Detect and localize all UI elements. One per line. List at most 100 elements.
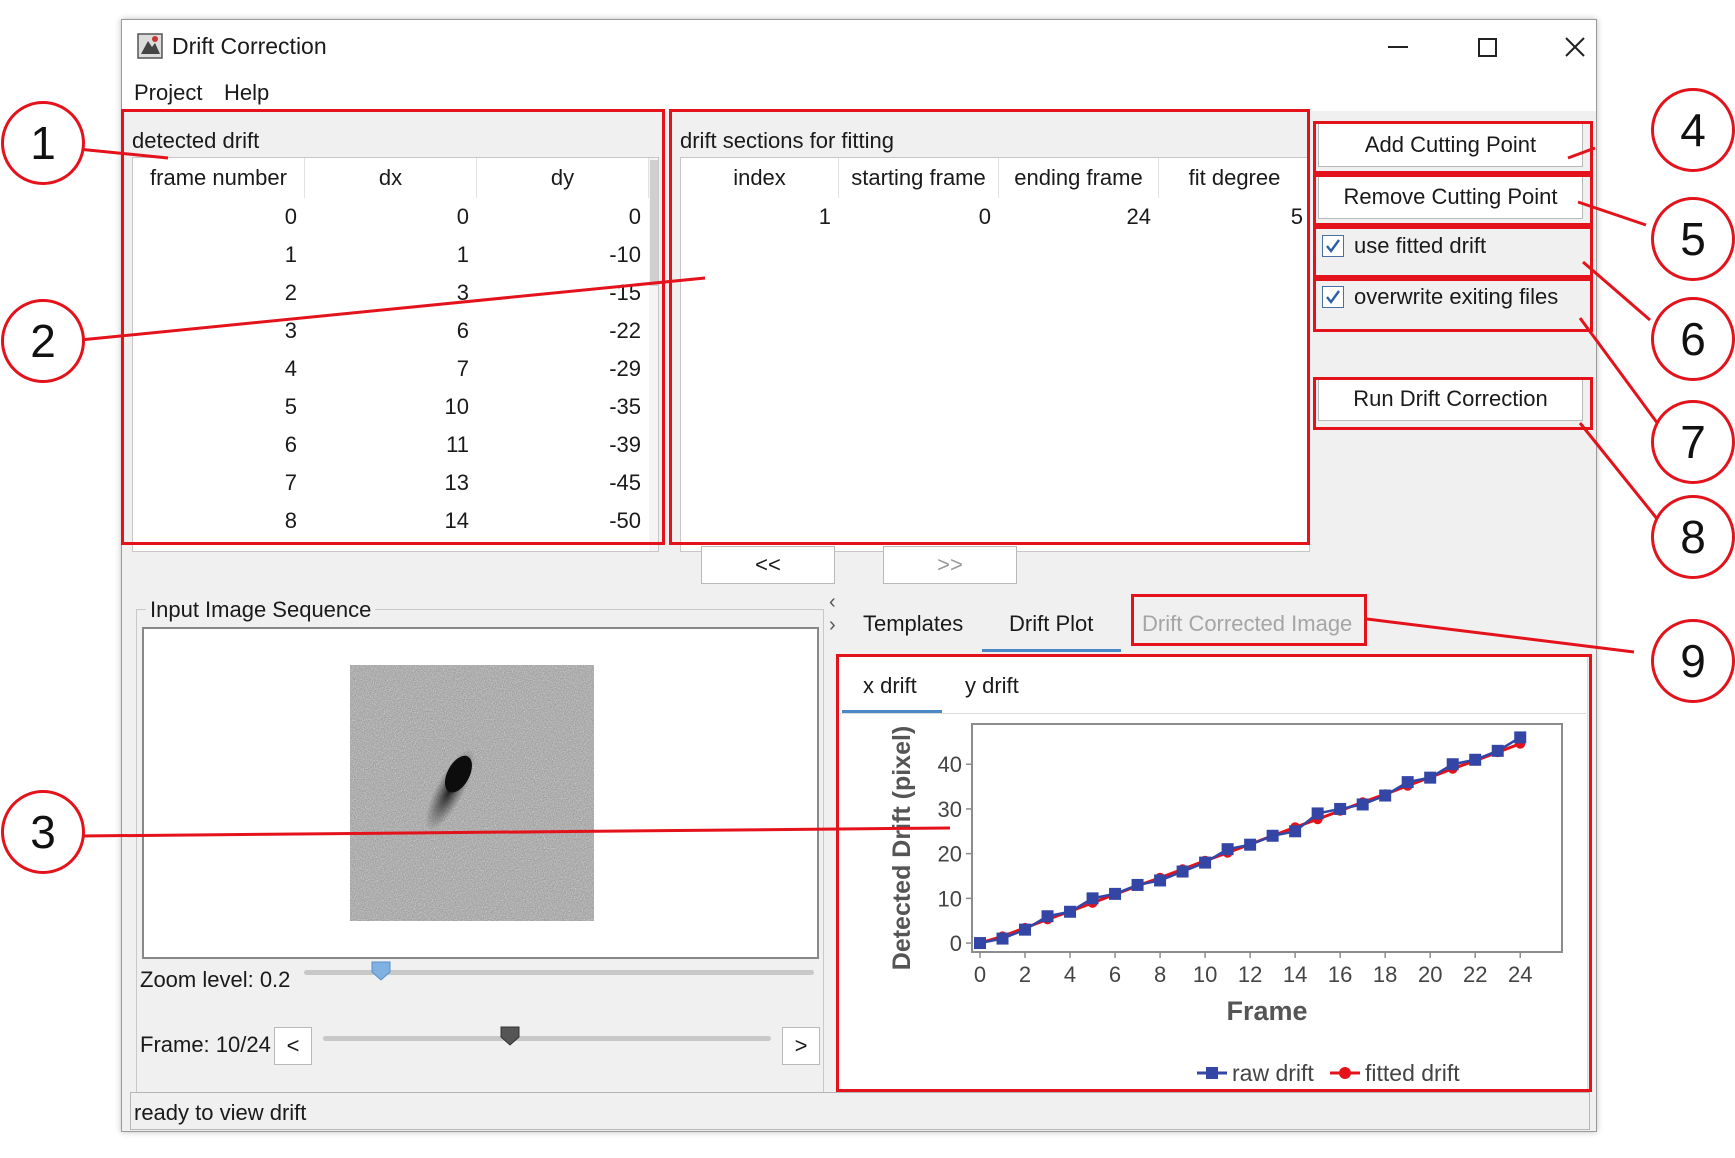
subtab-divider (840, 713, 1586, 714)
image-viewer[interactable] (142, 627, 819, 959)
annotation-box-2 (669, 109, 1310, 545)
use-fitted-drift-label: use fitted drift (1354, 233, 1487, 258)
maximize-icon (1477, 37, 1497, 57)
callout-3: 3 (1, 790, 85, 874)
x-axis-label: Frame (1226, 996, 1307, 1026)
x-tick-label: 22 (1463, 962, 1487, 987)
table-cell-2: -39 (609, 432, 641, 457)
column-header-dx[interactable]: dx (305, 158, 477, 198)
x-tick-label: 2 (1019, 962, 1031, 987)
table-cell-1: 14 (444, 508, 469, 533)
y-tick-label: 30 (938, 797, 962, 822)
frame-next-button[interactable]: > (782, 1027, 820, 1065)
tab-drift-plot[interactable]: Drift Plot (1009, 611, 1094, 636)
overwrite-files-checkbox[interactable]: overwrite exiting files (1322, 284, 1558, 310)
table-row[interactable]: 1 1 -10 (133, 236, 658, 274)
next-section-button[interactable]: >> (883, 546, 1017, 584)
table-row[interactable]: 3 6 -22 (133, 312, 658, 350)
drift-sections-table[interactable]: index starting frame ending frame fit de… (680, 157, 1310, 552)
callout-7: 7 (1651, 400, 1735, 484)
column-header-fit-degree[interactable]: fit degree (1159, 158, 1309, 198)
table-row[interactable]: 0 0 0 (133, 198, 658, 236)
subtab-y-drift[interactable]: y drift (965, 673, 1019, 698)
table-cell-2: 0 (628, 204, 641, 229)
run-drift-correction-button[interactable]: Run Drift Correction (1318, 377, 1583, 421)
raw-drift-point (1086, 892, 1099, 905)
zoom-level-label: Zoom level: 0.2 (140, 967, 291, 992)
close-button[interactable] (1555, 30, 1595, 64)
table-row[interactable]: 1 0 24 5 (681, 198, 1309, 236)
x-tick-label: 24 (1508, 962, 1532, 987)
menu-help[interactable]: Help (224, 80, 270, 105)
table-cell-0: 7 (284, 470, 297, 495)
subtab-x-drift[interactable]: x drift (863, 673, 917, 698)
callout-9: 9 (1651, 619, 1735, 703)
table-cell-3: 5 (1290, 204, 1303, 229)
column-header-dy[interactable]: dy (477, 158, 649, 198)
frame-label: Frame: 10/24 (140, 1032, 271, 1057)
minimize-button[interactable] (1378, 30, 1418, 64)
table-row[interactable]: 4 7 -29 (133, 350, 658, 388)
raw-drift-point (1289, 825, 1302, 838)
collapse-left-icon[interactable]: ‹ (829, 591, 836, 613)
raw-drift-point (1379, 789, 1392, 802)
column-header-starting-frame[interactable]: starting frame (839, 158, 999, 198)
callout-5: 5 (1651, 197, 1735, 281)
tab-templates[interactable]: Templates (863, 611, 964, 636)
raw-drift-point (1401, 776, 1414, 789)
column-header-ending-frame[interactable]: ending frame (999, 158, 1159, 198)
detected-drift-table[interactable]: frame number dx dy 0 0 0 1 1 -10 2 3 -15 3 6 -22 4 7-… (132, 157, 659, 552)
raw-drift-point (1424, 771, 1437, 784)
leader-line-4 (1567, 146, 1596, 160)
expand-right-icon[interactable]: › (829, 614, 836, 636)
legend-fitted-marker (1339, 1067, 1351, 1079)
x-tick-label: 12 (1238, 962, 1262, 987)
use-fitted-drift-checkbox[interactable]: use fitted drift (1322, 233, 1486, 259)
zoom-slider-handle[interactable] (371, 961, 391, 981)
x-tick-label: 16 (1328, 962, 1352, 987)
y-tick-label: 40 (938, 752, 962, 777)
raw-drift-point (1514, 731, 1527, 744)
raw-drift-point (1244, 838, 1257, 851)
zoom-slider-track[interactable] (304, 970, 814, 975)
menu-project[interactable]: Project (134, 80, 203, 105)
frame-slider-handle[interactable] (500, 1026, 520, 1046)
callout-4: 4 (1651, 88, 1735, 172)
table-cell-1: 6 (456, 318, 469, 343)
previous-section-button[interactable]: << (701, 546, 835, 584)
checkbox-box[interactable] (1322, 286, 1344, 308)
raw-drift-point (996, 932, 1009, 945)
table-row[interactable]: 8 14 -50 (133, 502, 658, 540)
frame-slider-track[interactable] (323, 1036, 771, 1041)
legend-raw-label: raw drift (1232, 1060, 1314, 1086)
remove-cutting-point-button[interactable]: Remove Cutting Point (1318, 175, 1583, 219)
column-header-index[interactable]: index (681, 158, 839, 198)
leader-line-3 (79, 826, 951, 838)
y-tick-label: 20 (938, 842, 962, 867)
table-cell-0: 1 (818, 204, 831, 229)
tab-drift-corrected-image[interactable]: Drift Corrected Image (1142, 611, 1353, 636)
raw-drift-point (1356, 798, 1369, 811)
raw-drift-point (1266, 829, 1279, 842)
table-cell-0: 6 (284, 432, 297, 457)
checkbox-box[interactable] (1322, 235, 1344, 257)
frame-prev-button[interactable]: < (274, 1027, 312, 1065)
column-header-frame-number[interactable]: frame number (133, 158, 305, 198)
raw-drift-point (974, 937, 986, 950)
x-tick-label: 18 (1373, 962, 1397, 987)
table-cell-1: 0 (456, 204, 469, 229)
scrollbar-thumb[interactable] (650, 160, 658, 286)
table-cell-2: -29 (609, 356, 641, 381)
y-tick-label: 10 (938, 886, 962, 911)
table-row[interactable]: 5 10 -35 (133, 388, 658, 426)
leader-line-6 (1582, 260, 1651, 322)
leader-line-9 (1366, 617, 1635, 654)
table-row[interactable]: 7 13 -45 (133, 464, 658, 502)
maximize-button[interactable] (1467, 30, 1507, 64)
raw-drift-point (1019, 923, 1032, 936)
table-row[interactable]: 6 11 -39 (133, 426, 658, 464)
table-cell-0: 4 (284, 356, 297, 381)
table-cell-0: 2 (284, 280, 297, 305)
callout-2: 2 (1, 299, 85, 383)
table-scrollbar[interactable] (649, 158, 658, 551)
